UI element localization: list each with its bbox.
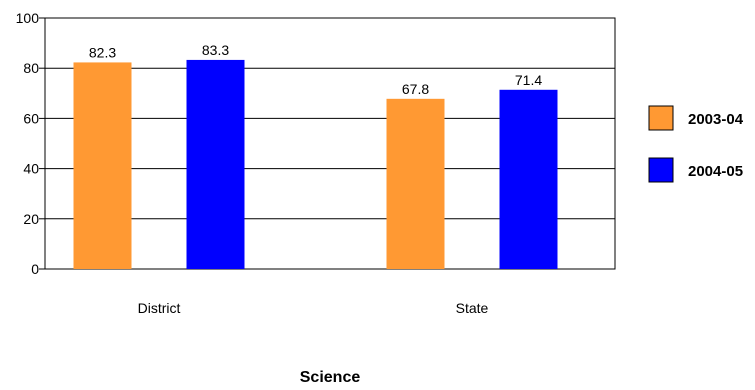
y-tick-label: 80 <box>23 60 39 76</box>
data-label: 82.3 <box>89 44 116 60</box>
data-label: 83.3 <box>202 42 229 58</box>
x-tick-label: District <box>138 300 181 316</box>
y-tick-label: 100 <box>16 10 40 26</box>
legend-label: 2004-05 <box>688 163 743 180</box>
y-tick-label: 60 <box>23 110 39 126</box>
legend: 2003-04 2004-05 <box>648 105 744 183</box>
data-labels: 82.3 83.3 67.8 71.4 <box>89 42 542 97</box>
plot-area <box>44 17 616 270</box>
y-tick-label: 20 <box>23 211 39 227</box>
bar <box>73 62 132 269</box>
y-axis: 0 20 40 60 80 100 <box>16 10 45 277</box>
data-label: 71.4 <box>515 72 542 88</box>
bars <box>73 59 558 270</box>
legend-swatch <box>648 105 674 131</box>
x-tick-label: State <box>456 300 489 316</box>
y-tick-label: 0 <box>31 261 39 277</box>
x-axis-title: Science <box>300 369 361 385</box>
bar <box>386 98 445 270</box>
y-tick-label: 40 <box>23 161 39 177</box>
legend-swatch <box>648 157 674 183</box>
bar <box>499 89 558 269</box>
legend-label: 2003-04 <box>688 111 744 128</box>
bar <box>186 59 245 270</box>
x-axis: District State <box>138 300 489 316</box>
data-label: 67.8 <box>402 81 429 97</box>
